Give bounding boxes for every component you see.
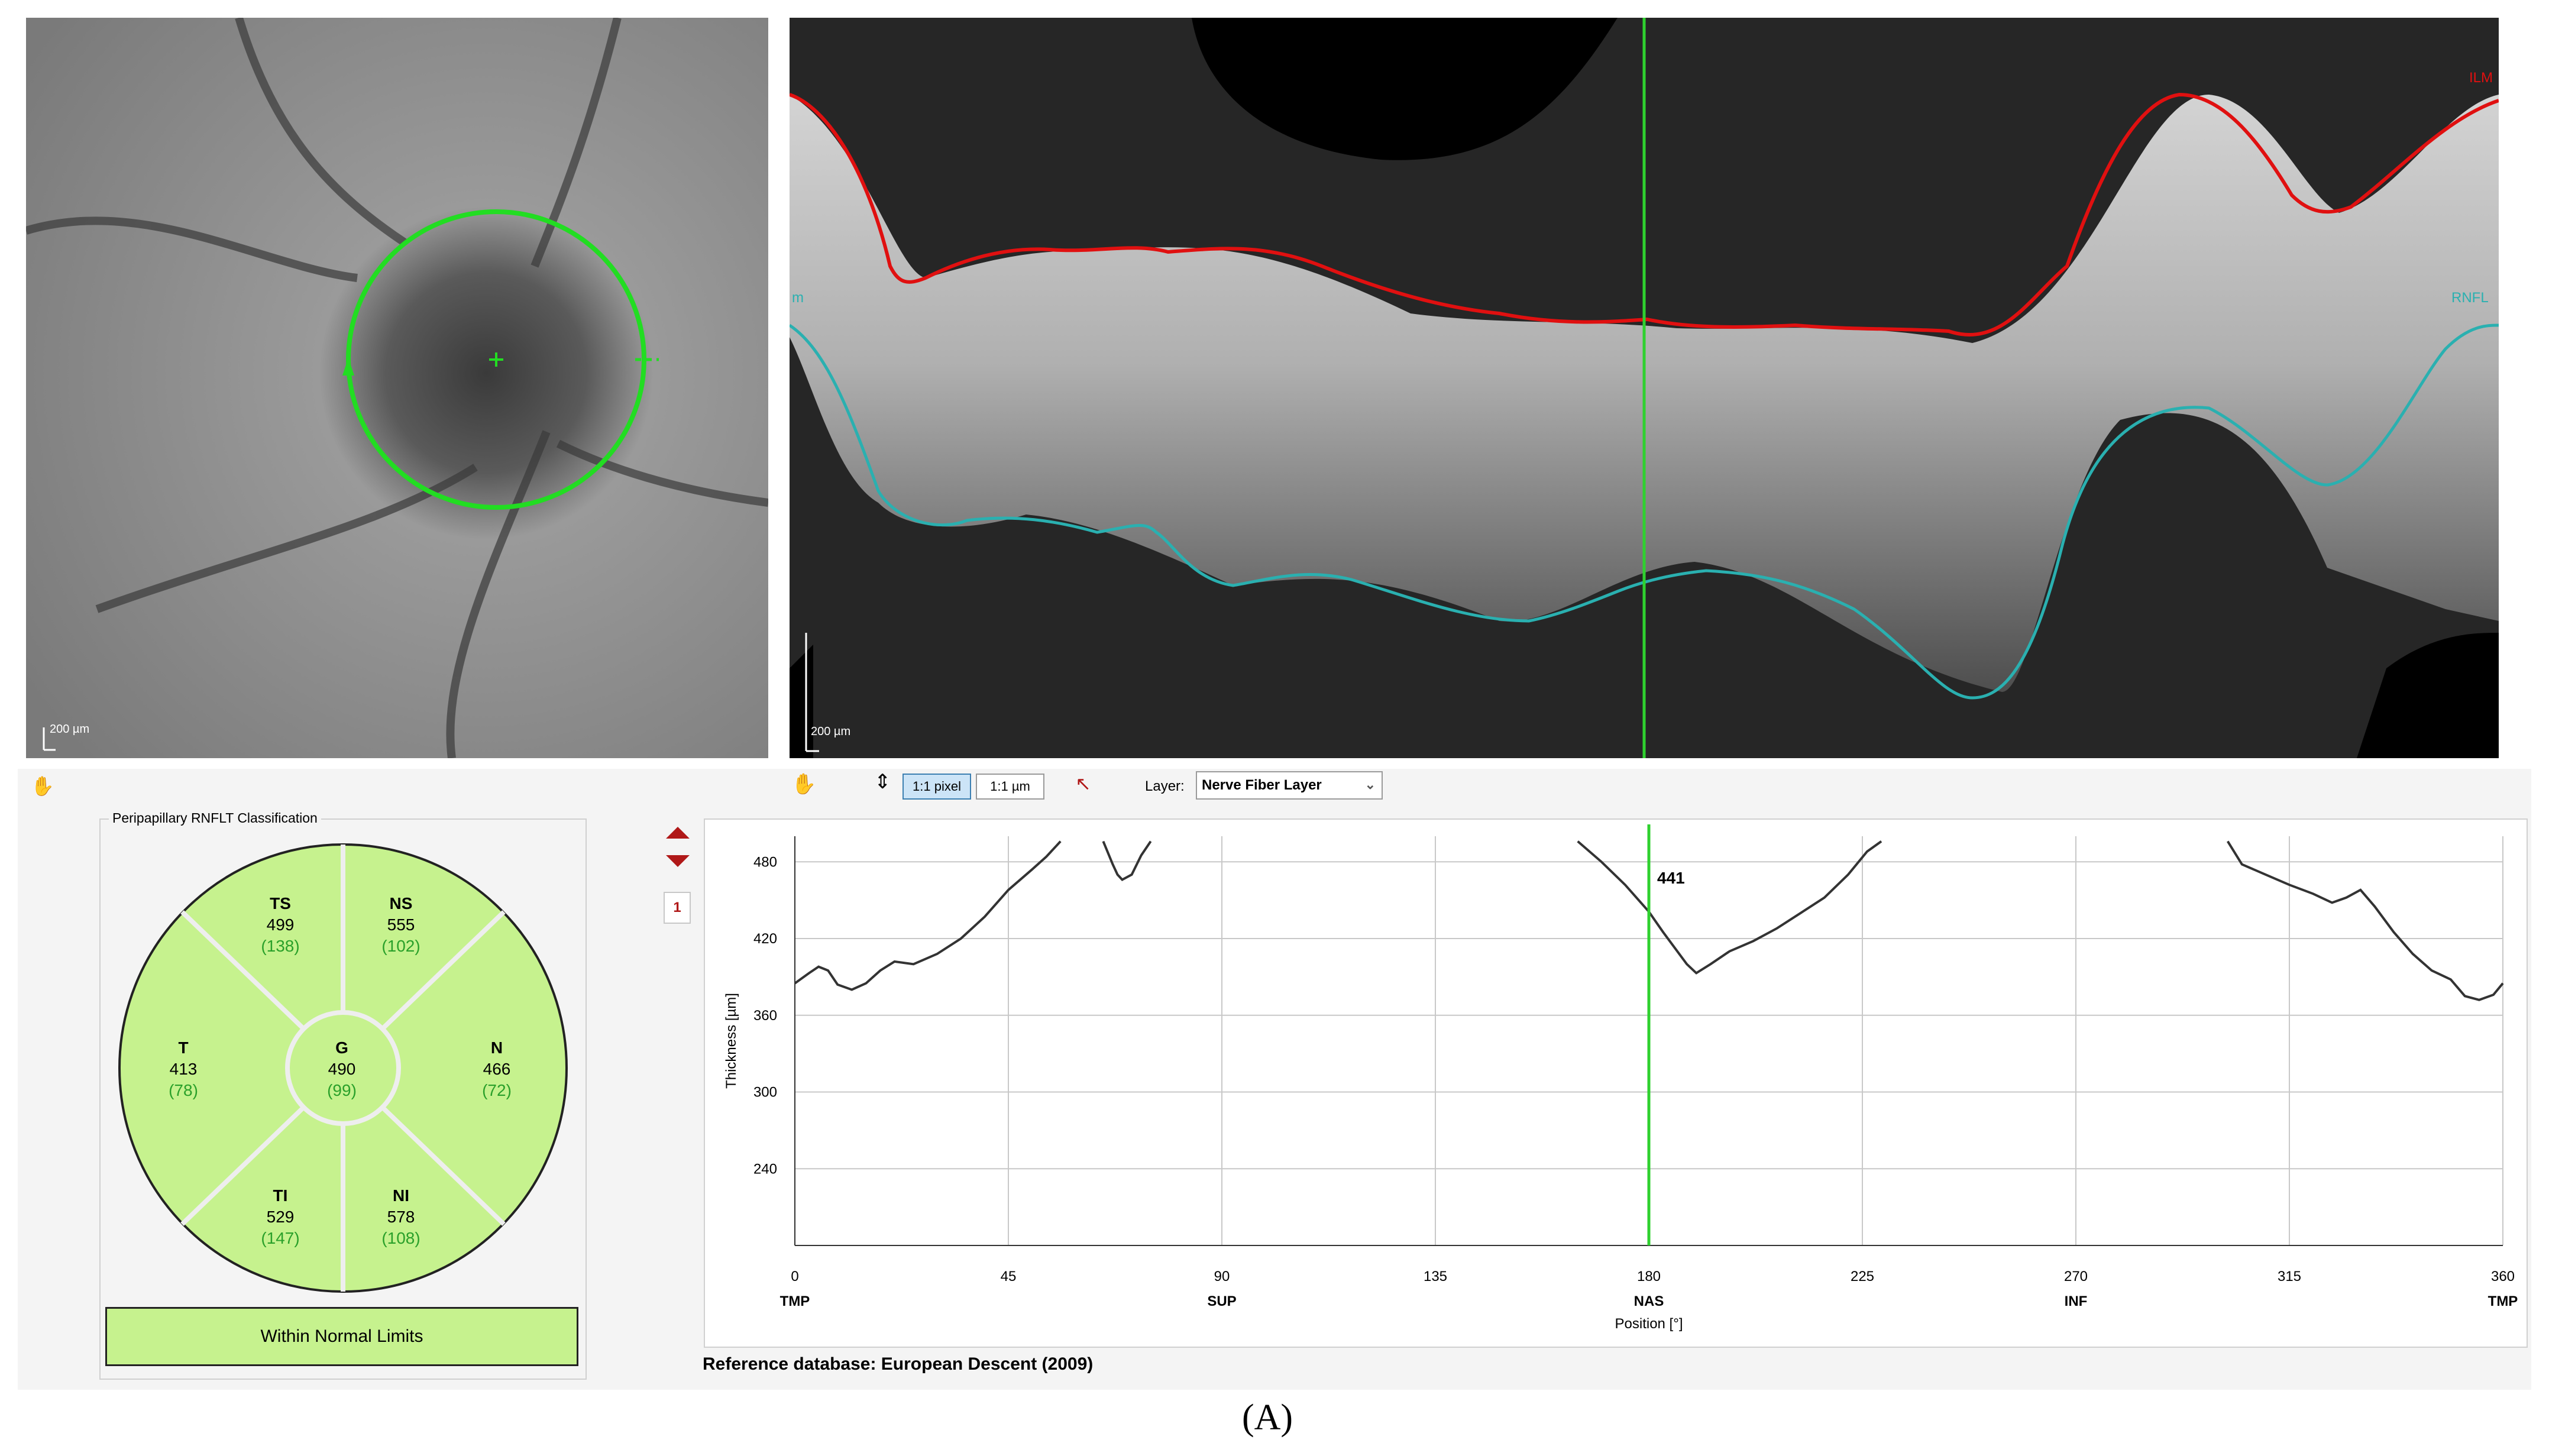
sector-ni: NI 578 (108): [365, 1185, 436, 1249]
y-tick-label: 300: [753, 1085, 777, 1101]
sector-reference: (147): [261, 1229, 300, 1247]
page-number: 1: [664, 892, 691, 924]
x-axis-label: Position [°]: [1615, 1316, 1683, 1332]
fit-height-icon[interactable]: ⇕: [874, 771, 891, 793]
sector-chart: [118, 843, 568, 1293]
x-region-label: TMP: [780, 1293, 810, 1309]
x-region-label: SUP: [1207, 1293, 1236, 1309]
ilm-boundary: [790, 92, 2499, 337]
rnfl-boundary: [790, 323, 2499, 700]
ilm-label: ILM: [2469, 70, 2493, 86]
sector-value: 499: [266, 915, 295, 934]
page-up-arrow-icon[interactable]: [666, 827, 690, 839]
layer-select-value: Nerve Fiber Layer: [1202, 777, 1322, 793]
rnfl-label: RNFL: [2451, 290, 2489, 306]
x-tick-label: 45: [1001, 1269, 1017, 1284]
hand-tool-icon[interactable]: ✋: [791, 773, 817, 795]
page-down-arrow-icon[interactable]: [666, 855, 690, 867]
sector-n: N 466 (72): [461, 1037, 532, 1101]
hand-tool-icon-left[interactable]: ✋: [31, 775, 54, 797]
y-tick-label: 420: [753, 931, 777, 947]
x-tick-label: 0: [791, 1269, 798, 1284]
cursor-tool-icon[interactable]: ↖: [1075, 773, 1091, 794]
bscan-image[interactable]: ILM RNFL m 200 µm: [790, 18, 2499, 758]
layer-label: Layer:: [1145, 778, 1185, 794]
x-tick-label: 225: [1851, 1269, 1874, 1284]
sector-name: G: [335, 1038, 348, 1057]
y-axis-label: Thickness [µm]: [723, 993, 739, 1089]
y-tick-label: 360: [753, 1008, 777, 1024]
sector-ti: TI 529 (147): [245, 1185, 316, 1249]
thickness-chart: 240 300 360 420 480 0 45 90 135 180 225 270 315 360 TM…: [723, 824, 2518, 1332]
sector-ns: NS 555 (102): [365, 893, 436, 957]
sector-name: NS: [389, 894, 413, 913]
x-tick-label: 270: [2064, 1269, 2088, 1284]
thickness-graph-panel: 240 300 360 420 480 0 45 90 135 180 225 270 315 360 TM…: [704, 818, 2528, 1348]
x-tick-label: 135: [1424, 1269, 1447, 1284]
x-tick-label: 360: [2491, 1269, 2515, 1284]
x-region-label: TMP: [2488, 1293, 2518, 1309]
chevron-down-icon: ⌄: [1364, 777, 1376, 792]
x-tick-label: 315: [2278, 1269, 2301, 1284]
x-tick-label: 180: [1637, 1269, 1661, 1284]
y-tick-label: 240: [753, 1161, 777, 1177]
thickness-line-segment: [794, 840, 1062, 991]
sector-name: T: [178, 1038, 189, 1057]
sector-name: TI: [273, 1186, 288, 1205]
figure-caption: (A): [1242, 1397, 1293, 1438]
x-region-label: INF: [2065, 1293, 2088, 1309]
sector-name: N: [490, 1038, 503, 1057]
sector-value: 466: [483, 1060, 511, 1078]
sector-value: 578: [387, 1208, 415, 1226]
sector-reference: (99): [327, 1081, 357, 1099]
sector-g: G 490 (99): [306, 1037, 377, 1101]
sector-reference: (108): [381, 1229, 420, 1247]
sector-value: 413: [169, 1060, 198, 1078]
y-tick-label: 480: [753, 854, 777, 870]
bscan-left-label: m: [792, 290, 804, 306]
classification-title: Peripapillary RNFLT Classification: [109, 810, 321, 826]
thickness-line-segment: [2226, 840, 2504, 1001]
sector-value: 529: [266, 1208, 295, 1226]
sector-reference: (102): [381, 937, 420, 955]
sector-reference: (138): [261, 937, 300, 955]
fundus-scale-label: 200 µm: [50, 723, 90, 736]
classification-result: Within Normal Limits: [105, 1307, 578, 1366]
sector-reference: (72): [482, 1081, 512, 1099]
sector-t: T 413 (78): [148, 1037, 219, 1101]
x-tick-label: 90: [1214, 1269, 1230, 1284]
layer-select[interactable]: Nerve Fiber Layer ⌄: [1196, 771, 1383, 800]
sector-reference: (78): [169, 1081, 198, 1099]
fundus-image[interactable]: 200 µm: [26, 18, 768, 758]
thickness-line-segment: [1102, 840, 1152, 881]
cursor-value-label: 441: [1657, 869, 1685, 887]
bscan-scale-label: 200 µm: [811, 725, 851, 738]
sector-ts: TS 499 (138): [245, 893, 316, 957]
thickness-line-segment: [1577, 840, 1882, 975]
sector-value: 555: [387, 915, 415, 934]
pixel-scale-button[interactable]: 1:1 pixel: [902, 774, 971, 800]
um-scale-button[interactable]: 1:1 µm: [976, 774, 1044, 800]
sector-name: NI: [393, 1186, 409, 1205]
x-region-label: NAS: [1634, 1293, 1664, 1309]
sector-value: 490: [328, 1060, 356, 1078]
reference-database: Reference database: European Descent (20…: [703, 1354, 1094, 1374]
sector-name: TS: [270, 894, 291, 913]
